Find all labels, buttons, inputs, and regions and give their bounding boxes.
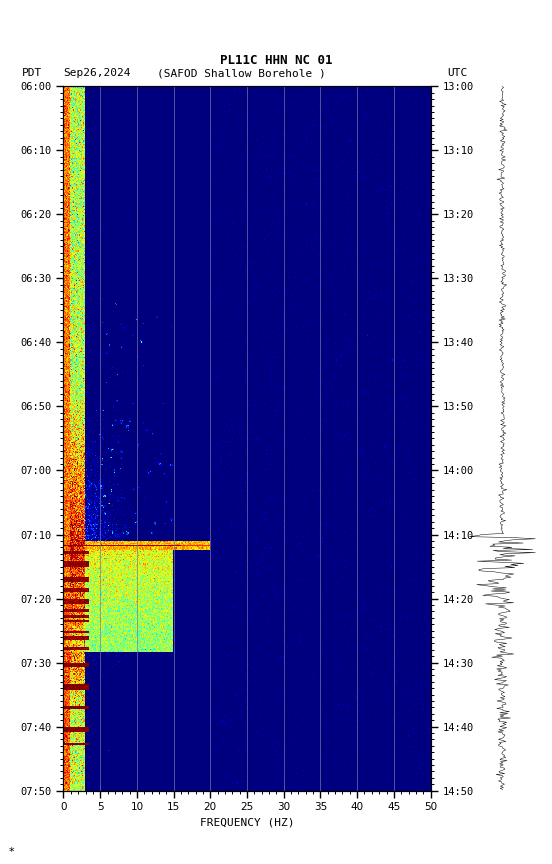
- Text: PDT: PDT: [22, 68, 43, 79]
- Text: UTC: UTC: [447, 68, 468, 79]
- Text: Sep26,2024: Sep26,2024: [63, 68, 131, 79]
- X-axis label: FREQUENCY (HZ): FREQUENCY (HZ): [200, 818, 294, 828]
- Text: PL11C HHN NC 01: PL11C HHN NC 01: [220, 54, 332, 67]
- Text: (SAFOD Shallow Borehole ): (SAFOD Shallow Borehole ): [157, 68, 326, 79]
- Text: *: *: [8, 847, 14, 857]
